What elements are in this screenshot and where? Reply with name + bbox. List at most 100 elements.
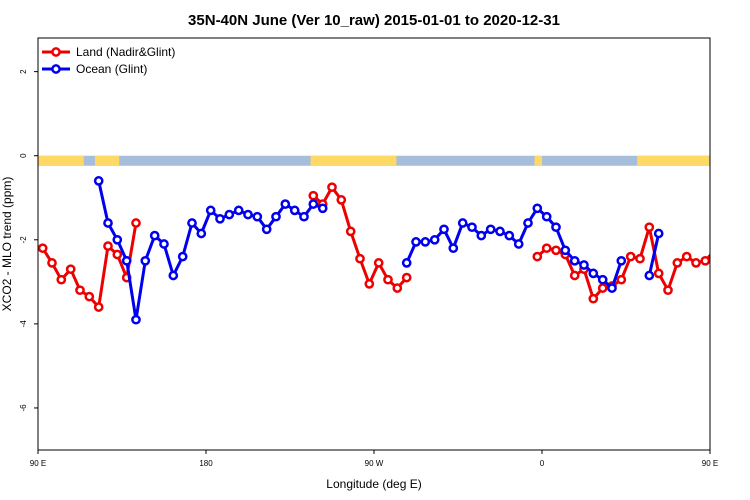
- ocean-data-point: [261, 224, 272, 235]
- land-data-point: [401, 272, 412, 283]
- land-data-point: [597, 283, 608, 293]
- ocean-data-point: [289, 205, 300, 216]
- land-data-point: [103, 241, 113, 251]
- ocean-data-point: [112, 234, 123, 245]
- ocean-data-point: [103, 218, 113, 228]
- legend-ocean-label: Ocean (Glint): [76, 62, 147, 76]
- land-data-point: [131, 218, 141, 228]
- x-tick-label: 180: [199, 459, 213, 468]
- land-data-point: [720, 245, 727, 252]
- land-band-segment: [38, 155, 84, 166]
- land-band-segment: [310, 155, 397, 166]
- land-data-point: [730, 261, 737, 268]
- land-data-point: [551, 245, 561, 256]
- ocean-data-point: [168, 270, 179, 281]
- land-data-point: [364, 279, 375, 289]
- ocean-data-point: [597, 274, 608, 285]
- y-tick-label: 0: [19, 153, 28, 158]
- ocean-data-point: [653, 228, 664, 239]
- ocean-data-point: [439, 224, 449, 235]
- land-data-point: [709, 249, 710, 252]
- land-band-segment: [637, 155, 710, 166]
- ocean-data-point: [504, 230, 515, 241]
- land-data-point: [93, 302, 104, 312]
- ocean-data-point: [429, 234, 440, 245]
- ocean-data-point: [457, 218, 468, 228]
- x-tick-label: 90 E: [30, 459, 46, 468]
- land-band-segment: [534, 155, 542, 166]
- ocean-data-point: [411, 237, 421, 247]
- legend-land-label: Land (Nadir&Glint): [76, 45, 175, 59]
- land-data-point: [532, 251, 543, 262]
- ocean-data-point: [607, 283, 617, 293]
- chart-title: 35N-40N June (Ver 10_raw) 2015-01-01 to …: [188, 12, 560, 29]
- ocean-data-point: [467, 222, 477, 233]
- x-tick-label: 90 E: [702, 459, 718, 468]
- land-band-segment: [94, 155, 120, 166]
- land-data-point: [739, 276, 746, 283]
- land-series-line: [312, 185, 408, 290]
- ocean-data-point: [243, 209, 253, 220]
- ocean-data-point: [224, 209, 235, 220]
- x-axis-label: Longitude (deg E): [326, 477, 421, 491]
- land-data-point: [308, 190, 319, 201]
- land-data-point: [383, 274, 393, 285]
- land-data-point: [47, 258, 57, 268]
- land-data-point: [653, 268, 664, 279]
- land-data-point: [663, 285, 673, 296]
- ocean-data-point: [159, 239, 169, 249]
- ocean-data-point: [513, 239, 524, 249]
- ocean-data-point: [215, 213, 225, 224]
- ocean-data-point: [532, 203, 543, 214]
- ocean-data-point: [271, 211, 281, 222]
- ocean-data-point: [317, 203, 328, 214]
- land-data-point: [355, 253, 365, 264]
- legend-ocean-marker: [51, 64, 61, 74]
- ocean-data-point: [149, 230, 160, 241]
- land-data-point: [373, 258, 384, 268]
- ocean-data-point: [448, 243, 459, 254]
- land-data-point: [625, 251, 636, 262]
- y-tick-label: -6: [19, 404, 28, 412]
- land-data-point: [635, 253, 645, 264]
- land-data-point: [75, 285, 85, 296]
- plot-area-frame: [37, 37, 711, 451]
- ocean-data-point: [187, 218, 197, 228]
- ocean-data-point: [252, 211, 263, 222]
- land-data-point: [336, 195, 347, 205]
- y-tick-label: -4: [19, 320, 28, 328]
- ocean-series-line: [647, 233, 661, 276]
- ocean-data-point: [616, 255, 627, 266]
- ocean-data-point: [588, 268, 599, 279]
- ocean-data-point: [523, 218, 533, 228]
- ocean-data-point: [495, 226, 505, 237]
- land-data-point: [700, 255, 710, 266]
- land-data-point: [65, 264, 76, 275]
- ocean-data-point: [299, 211, 309, 222]
- ocean-data-point: [205, 205, 216, 216]
- ocean-data-point: [177, 251, 188, 262]
- ocean-data-point: [476, 230, 487, 241]
- land-data-point: [38, 243, 48, 254]
- land-data-point: [616, 274, 627, 285]
- ocean-data-point: [579, 260, 589, 270]
- x-tick-label: 0: [540, 459, 545, 468]
- y-tick-label: 2: [19, 69, 28, 74]
- ocean-data-point: [420, 237, 431, 247]
- ocean-data-point: [560, 245, 571, 256]
- ocean-data-point: [93, 176, 104, 186]
- ocean-data-point: [196, 228, 207, 239]
- land-data-point: [644, 222, 655, 233]
- land-data-point: [84, 291, 95, 302]
- y-axis-label: XCO2 - MLO trend (ppm): [0, 177, 14, 312]
- ocean-data-point: [280, 199, 291, 209]
- land-data-point: [691, 258, 701, 268]
- ocean-series-line: [405, 206, 623, 290]
- land-data-point: [345, 226, 356, 237]
- land-data-point: [112, 249, 123, 260]
- land-data-point: [392, 283, 403, 293]
- ocean-data-point: [121, 255, 132, 266]
- land-data-point: [327, 182, 337, 193]
- land-data-point: [569, 270, 580, 281]
- legend: Land (Nadir&Glint) Ocean (Glint): [42, 45, 175, 76]
